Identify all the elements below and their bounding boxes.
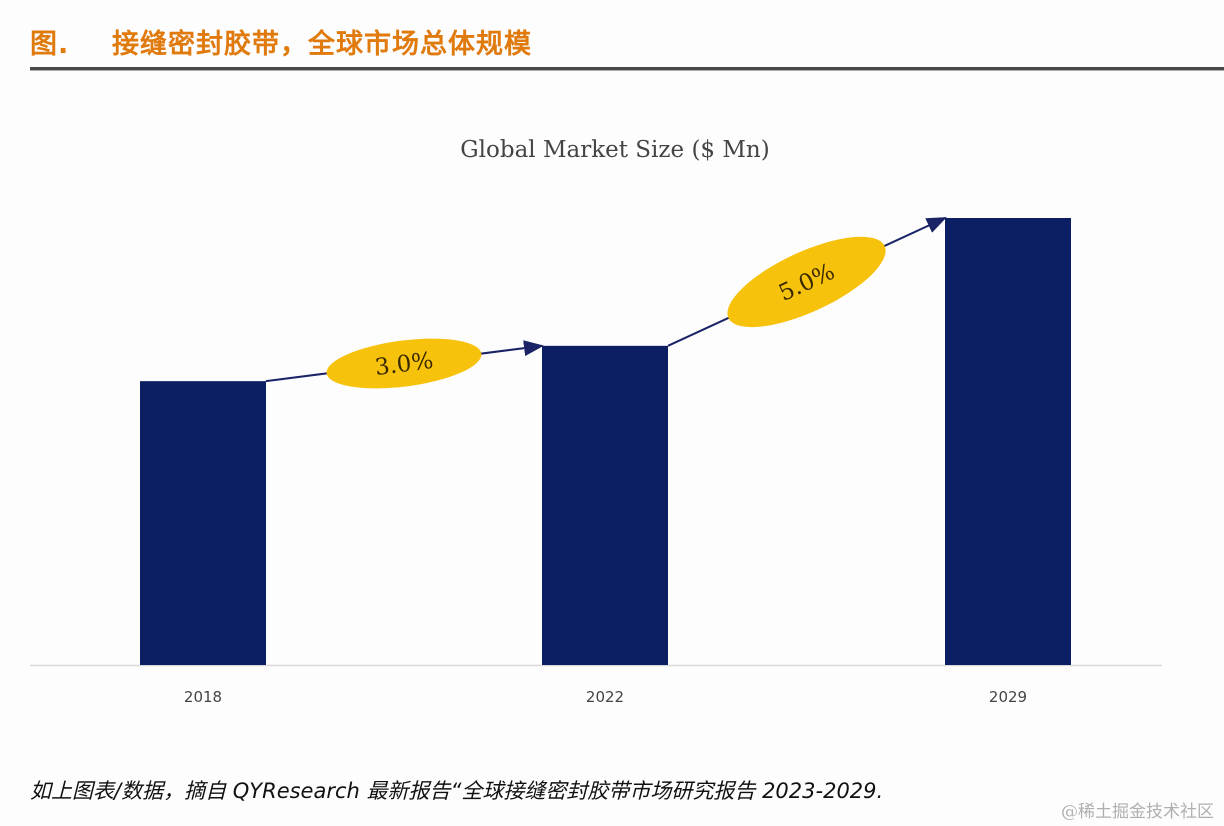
chart-title: Global Market Size ($ Mn) (460, 137, 769, 163)
x-tick-label: 2018 (184, 688, 222, 706)
cagr-ellipse (326, 338, 482, 389)
bar-2018 (140, 381, 266, 665)
x-tick-label: 2022 (586, 688, 624, 706)
bar-2029 (945, 218, 1071, 665)
cagr-badge: 5.0% (727, 236, 886, 328)
cagr-badge: 3.0% (326, 338, 482, 389)
bar-2022 (542, 345, 668, 665)
figure-title: 接缝密封胶带，全球市场总体规模 (112, 29, 532, 60)
cagr-ellipse (727, 236, 886, 328)
figure-header: 图. 接缝密封胶带，全球市场总体规模 (30, 22, 532, 61)
source-note: 如上图表/数据，摘自 QYResearch 最新报告“全球接缝密封胶带市场研究报… (30, 779, 884, 803)
x-tick-label: 2029 (989, 688, 1027, 706)
watermark: @稀土掘金技术社区 (1061, 802, 1214, 822)
header-divider (30, 67, 1224, 71)
figure-label: 图. (30, 29, 70, 60)
